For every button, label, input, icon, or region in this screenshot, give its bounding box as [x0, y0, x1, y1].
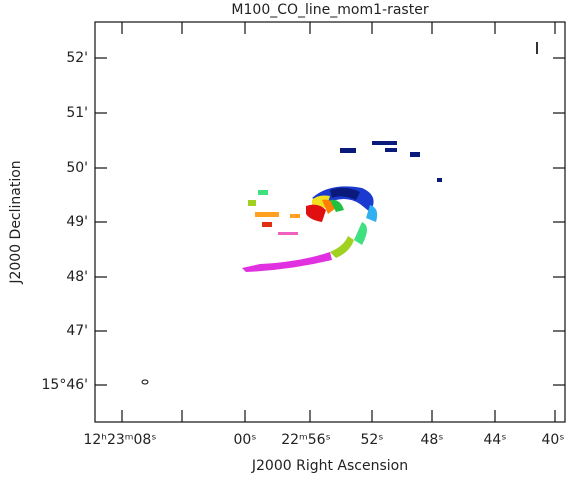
plot-frame: [94, 21, 566, 423]
x-tick-label: 40ˢ: [541, 432, 564, 448]
y-tick-label: 52': [66, 50, 88, 66]
x-axis-label: J2000 Right Ascension: [251, 458, 408, 474]
y-tick-label: 47': [66, 323, 88, 339]
y-tick-label: 15°46': [42, 377, 88, 393]
x-tick-label: 52ˢ: [360, 432, 383, 448]
beam: [141, 379, 149, 385]
y-tick-label: 48': [66, 269, 88, 285]
y-tick-label: 49': [66, 214, 88, 230]
y-tick-label: 51': [66, 105, 88, 121]
ticks: [95, 22, 565, 422]
x-tick-label: 44ˢ: [483, 432, 506, 448]
plot-title: M100_CO_line_mom1-raster: [231, 2, 428, 18]
x-tick-label: 12ʰ23ᵐ08ˢ: [83, 432, 156, 448]
image-raster: [141, 42, 538, 385]
x-tick-label: 48ˢ: [420, 432, 443, 448]
y-tick-label: 50': [66, 160, 88, 176]
x-tick-label: 00ˢ: [233, 432, 256, 448]
y-axis-label: J2000 Declination: [8, 160, 24, 284]
x-tick-label: 22ᵐ56ˢ: [281, 432, 331, 448]
